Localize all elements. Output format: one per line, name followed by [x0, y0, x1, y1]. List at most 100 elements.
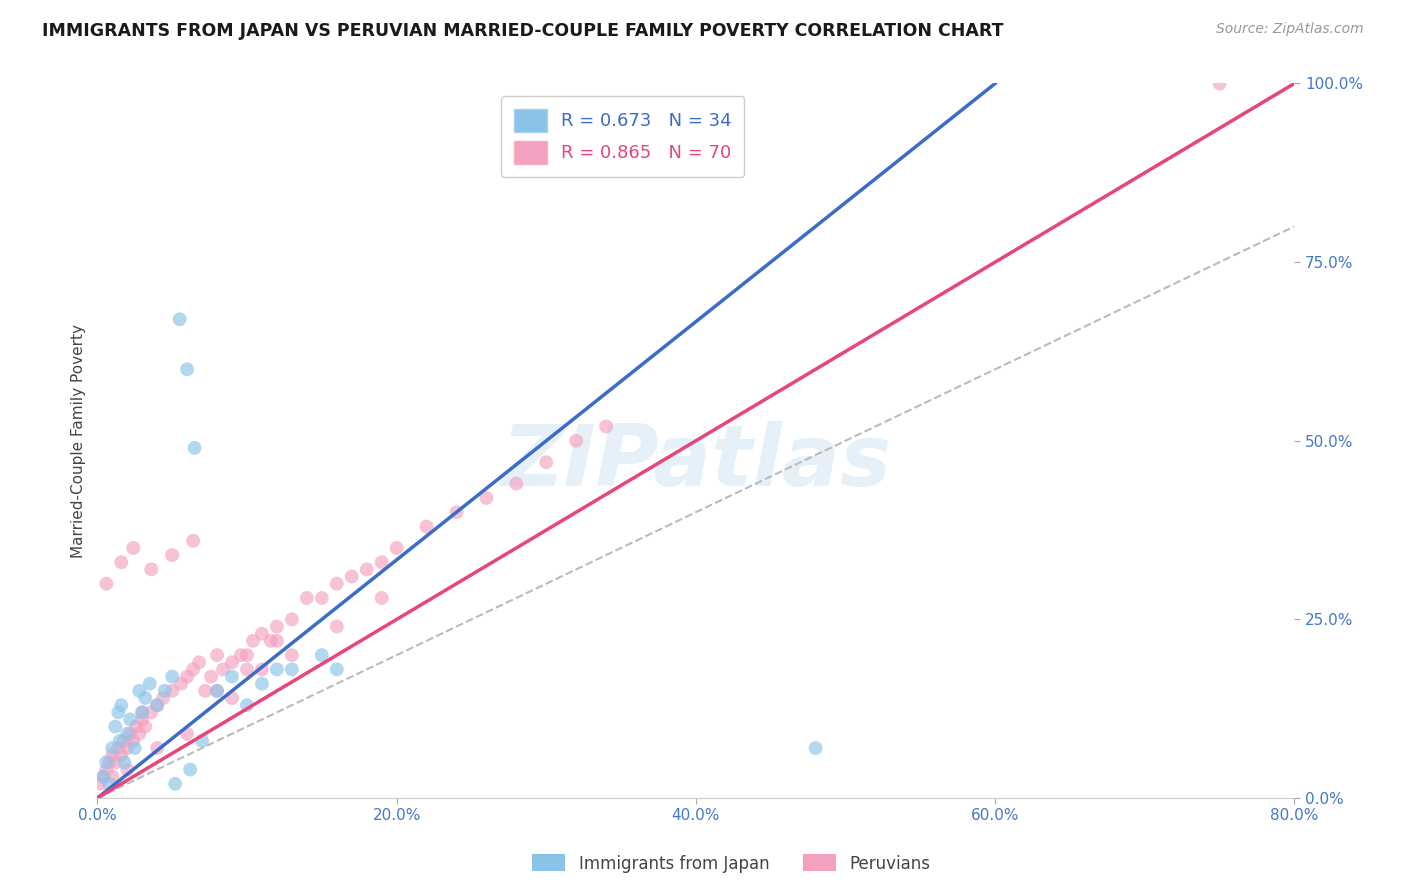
Point: [131, 706, 153, 720]
Text: ZIPatlas: ZIPatlas: [501, 421, 891, 504]
Point: [101, 770, 124, 784]
Point: [250, 677, 273, 691]
Point: [536, 455, 558, 469]
Point: [242, 633, 264, 648]
Point: [124, 741, 146, 756]
Text: Source: ZipAtlas.com: Source: ZipAtlas.com: [1216, 22, 1364, 37]
Point: [183, 441, 205, 455]
Point: [236, 662, 259, 676]
Point: [326, 662, 349, 676]
Point: [146, 698, 169, 713]
Point: [565, 434, 588, 448]
Point: [200, 669, 222, 683]
Point: [98, 777, 121, 791]
Point: [120, 713, 142, 727]
Point: [112, 756, 135, 770]
Point: [311, 648, 333, 662]
Point: [117, 763, 139, 777]
Point: [181, 662, 204, 676]
Point: [146, 698, 169, 713]
Point: [475, 491, 498, 505]
Point: [128, 684, 150, 698]
Point: [266, 619, 288, 633]
Point: [96, 763, 118, 777]
Point: [281, 648, 304, 662]
Point: [152, 691, 174, 706]
Point: [221, 691, 243, 706]
Point: [181, 533, 204, 548]
Point: [326, 576, 349, 591]
Point: [266, 633, 288, 648]
Text: IMMIGRANTS FROM JAPAN VS PERUVIAN MARRIED-COUPLE FAMILY POVERTY CORRELATION CHAR: IMMIGRANTS FROM JAPAN VS PERUVIAN MARRIE…: [42, 22, 1004, 40]
Point: [266, 662, 288, 676]
Point: [205, 684, 228, 698]
Point: [236, 648, 259, 662]
Point: [281, 612, 304, 626]
Point: [160, 684, 183, 698]
Point: [804, 741, 827, 756]
Point: [122, 541, 145, 555]
Point: [505, 476, 527, 491]
Y-axis label: Married-Couple Family Poverty: Married-Couple Family Poverty: [72, 324, 86, 558]
Point: [250, 662, 273, 676]
Point: [98, 756, 121, 770]
Point: [101, 748, 124, 763]
Point: [370, 555, 392, 569]
Point: [134, 691, 156, 706]
Point: [128, 727, 150, 741]
Point: [141, 562, 163, 576]
Point: [236, 698, 259, 713]
Point: [229, 648, 252, 662]
Point: [281, 662, 304, 676]
Point: [165, 777, 187, 791]
Point: [1208, 77, 1230, 91]
Point: [176, 669, 198, 683]
Point: [131, 713, 153, 727]
Point: [107, 706, 129, 720]
Point: [108, 734, 131, 748]
Legend: Immigrants from Japan, Peruvians: Immigrants from Japan, Peruvians: [526, 847, 936, 880]
Point: [125, 720, 148, 734]
Point: [385, 541, 408, 555]
Point: [112, 734, 135, 748]
Point: [326, 619, 349, 633]
Point: [89, 777, 111, 791]
Point: [260, 633, 283, 648]
Point: [179, 763, 201, 777]
Point: [153, 684, 176, 698]
Point: [176, 362, 198, 376]
Point: [107, 741, 129, 756]
Point: [221, 655, 243, 669]
Point: [138, 677, 160, 691]
Point: [446, 505, 468, 519]
Point: [595, 419, 617, 434]
Point: [122, 734, 145, 748]
Point: [160, 548, 183, 562]
Point: [117, 727, 139, 741]
Point: [221, 669, 243, 683]
Point: [176, 727, 198, 741]
Point: [170, 677, 193, 691]
Point: [370, 591, 392, 605]
Point: [146, 741, 169, 756]
Point: [340, 569, 363, 583]
Point: [356, 562, 378, 576]
Point: [205, 648, 228, 662]
Point: [191, 734, 214, 748]
Point: [134, 720, 156, 734]
Point: [91, 770, 114, 784]
Point: [169, 312, 191, 326]
Point: [250, 626, 273, 640]
Point: [104, 720, 127, 734]
Point: [295, 591, 318, 605]
Point: [212, 662, 235, 676]
Point: [96, 756, 118, 770]
Point: [96, 576, 118, 591]
Point: [194, 684, 217, 698]
Point: [110, 748, 132, 763]
Point: [141, 706, 163, 720]
Point: [188, 655, 211, 669]
Point: [104, 756, 127, 770]
Point: [91, 770, 114, 784]
Point: [311, 591, 333, 605]
